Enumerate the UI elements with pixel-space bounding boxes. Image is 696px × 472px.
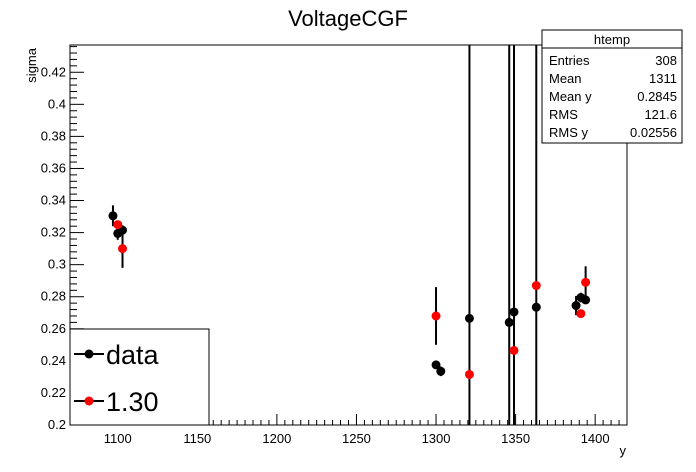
stats-box: htemp Entries 308 Mean 1311 Mean y 0.284… [541, 29, 683, 144]
legend-marker-data [84, 349, 94, 359]
stats-label-rms: RMS [549, 107, 578, 122]
stats-label-mean-y: Mean y [549, 89, 592, 104]
x-tick-label: 1250 [342, 431, 371, 446]
x-tick-label: 1350 [501, 431, 530, 446]
point-1-30 [431, 311, 441, 321]
data-point [431, 360, 441, 370]
data-point [509, 307, 519, 317]
x-tick-label: 1150 [183, 431, 211, 446]
stats-frame [541, 29, 683, 144]
x-tick-label: 1400 [581, 431, 610, 446]
legend-label-130: 1.30 [106, 387, 159, 417]
data-point [504, 317, 514, 327]
legend-label-data: data [106, 340, 160, 370]
stats-title: htemp [594, 32, 630, 47]
stats-value-entries: 308 [655, 53, 677, 68]
y-axis-label: sigma [24, 47, 39, 82]
x-axis-label: y [620, 443, 627, 458]
data-point [531, 302, 541, 312]
stats-value-rms-y: 0.02556 [630, 125, 677, 140]
data-point [108, 211, 118, 221]
y-tick-label: 0.4 [48, 96, 66, 111]
legend-marker-130 [84, 396, 94, 406]
point-1-30 [118, 244, 128, 254]
data-point [581, 295, 591, 305]
x-tick-label: 1100 [104, 431, 132, 446]
stats-label-entries: Entries [549, 53, 590, 68]
legend-box [69, 328, 210, 426]
stats-value-mean-y: 0.2845 [637, 89, 677, 104]
y-tick-label: 0.26 [41, 321, 66, 336]
x-tick-label: 1200 [262, 431, 291, 446]
y-tick-label: 0.3 [48, 257, 66, 272]
stats-label-mean: Mean [549, 71, 582, 86]
stats-value-mean: 1311 [649, 71, 677, 86]
y-tick-label: 0.36 [41, 160, 66, 175]
legend: data 1.30 [69, 328, 210, 426]
y-tick-label: 0.32 [41, 225, 66, 240]
stats-label-rms-y: RMS y [549, 125, 589, 140]
y-tick-label: 0.34 [41, 193, 66, 208]
chart-title: VoltageCGF [288, 6, 408, 31]
point-1-30 [113, 220, 123, 230]
data-point [464, 313, 474, 323]
y-tick-label: 0.22 [41, 385, 66, 400]
axes: 1100 1150 1200 1250 1300 1350 1400 0.2 0.22 0.24 0… [41, 44, 628, 446]
y-tick-label: 0.24 [41, 353, 66, 368]
point-1-30 [464, 369, 474, 379]
y-tick-label: 0.42 [41, 64, 66, 79]
x-tick-label: 1300 [422, 431, 451, 446]
point-1-30 [576, 309, 586, 319]
data-point [436, 366, 446, 376]
data-marks [108, 45, 591, 425]
point-1-30 [531, 281, 541, 291]
y-tick-label: 0.2 [48, 417, 66, 432]
point-1-30 [509, 345, 519, 355]
y-tick-label: 0.38 [41, 128, 66, 143]
point-1-30 [581, 277, 591, 287]
y-tick-label: 0.28 [41, 289, 66, 304]
stats-value-rms: 121.6 [644, 107, 677, 122]
data-point [571, 301, 581, 311]
